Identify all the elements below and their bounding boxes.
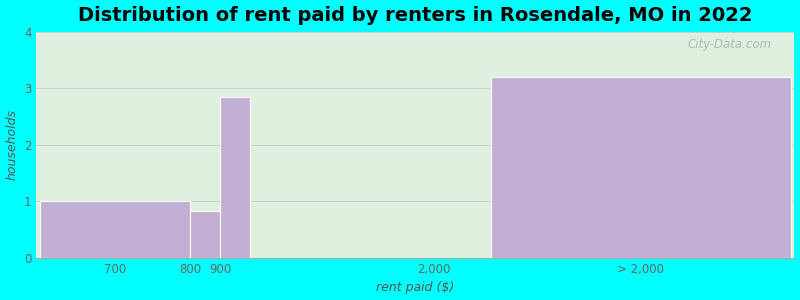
- Bar: [490, 77, 790, 258]
- Title: Distribution of rent paid by renters in Rosendale, MO in 2022: Distribution of rent paid by renters in …: [78, 6, 753, 25]
- Bar: [190, 211, 220, 258]
- Y-axis label: households: households: [6, 109, 18, 180]
- Bar: [40, 201, 190, 258]
- Text: City-Data.com: City-Data.com: [687, 38, 772, 52]
- Bar: [220, 97, 250, 258]
- X-axis label: rent paid ($): rent paid ($): [376, 281, 454, 294]
